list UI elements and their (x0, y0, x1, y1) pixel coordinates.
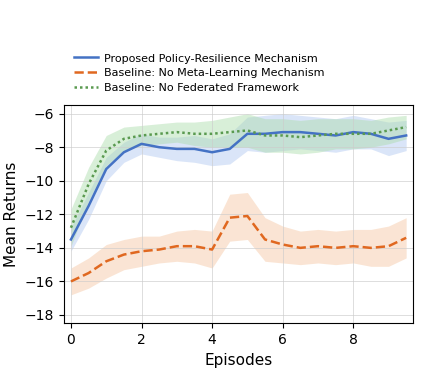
Proposed Policy-Resilience Mechanism (368, 132, 374, 136)
Baseline: No Meta-Learning Mechanism: (3.5, -13.9): No Meta-Learning Mechanism: (3.5, -13.9) (192, 244, 197, 249)
Baseline: No Meta-Learning Mechanism: (0, -16): No Meta-Learning Mechanism: (0, -16) (69, 279, 74, 284)
Proposed Policy-Resilience Mechanism (298, 130, 303, 134)
Proposed Policy-Resilience Mechanism (139, 142, 144, 146)
Baseline: No Federated Framework: (2.5, -7.2): No Federated Framework: (2.5, -7.2) (157, 132, 162, 136)
Legend: Proposed Policy-Resilience Mechanism, Baseline: No Meta-Learning Mechanism, Base: Proposed Policy-Resilience Mechanism, Ba… (69, 49, 329, 97)
Baseline: No Meta-Learning Mechanism: (9.5, -13.4): No Meta-Learning Mechanism: (9.5, -13.4) (403, 235, 409, 240)
Proposed Policy-Resilience Mechanism (227, 147, 232, 151)
Baseline: No Meta-Learning Mechanism: (6, -13.8): No Meta-Learning Mechanism: (6, -13.8) (280, 242, 285, 247)
Line: Proposed Policy-Resilience Mechanism: Proposed Policy-Resilience Mechanism (71, 132, 406, 240)
Baseline: No Meta-Learning Mechanism: (2, -14.2): No Meta-Learning Mechanism: (2, -14.2) (139, 249, 144, 253)
Proposed Policy-Resilience Mechanism (174, 147, 179, 151)
Proposed Policy-Resilience Mechanism (333, 133, 338, 138)
Baseline: No Federated Framework: (2, -7.3): No Federated Framework: (2, -7.3) (139, 133, 144, 138)
Baseline: No Meta-Learning Mechanism: (3, -13.9): No Meta-Learning Mechanism: (3, -13.9) (174, 244, 179, 249)
Baseline: No Meta-Learning Mechanism: (1, -14.8): No Meta-Learning Mechanism: (1, -14.8) (104, 259, 109, 264)
Baseline: No Federated Framework: (1, -8.2): No Federated Framework: (1, -8.2) (104, 148, 109, 153)
Baseline: No Federated Framework: (8, -7.2): No Federated Framework: (8, -7.2) (351, 132, 356, 136)
Line: Baseline: No Meta-Learning Mechanism: Baseline: No Meta-Learning Mechanism (71, 216, 406, 281)
Line: Baseline: No Federated Framework: Baseline: No Federated Framework (71, 127, 406, 228)
Baseline: No Meta-Learning Mechanism: (5, -12.1): No Meta-Learning Mechanism: (5, -12.1) (245, 214, 250, 218)
Baseline: No Federated Framework: (8.5, -7.2): No Federated Framework: (8.5, -7.2) (368, 132, 374, 136)
Proposed Policy-Resilience Mechanism (280, 130, 285, 134)
Baseline: No Federated Framework: (1.5, -7.5): No Federated Framework: (1.5, -7.5) (121, 136, 127, 141)
Proposed Policy-Resilience Mechanism (315, 132, 320, 136)
Baseline: No Federated Framework: (5, -7): No Federated Framework: (5, -7) (245, 128, 250, 133)
Baseline: No Meta-Learning Mechanism: (0.5, -15.5): No Meta-Learning Mechanism: (0.5, -15.5) (86, 271, 91, 275)
Baseline: No Meta-Learning Mechanism: (2.5, -14.1): No Meta-Learning Mechanism: (2.5, -14.1) (157, 247, 162, 252)
Baseline: No Meta-Learning Mechanism: (8, -13.9): No Meta-Learning Mechanism: (8, -13.9) (351, 244, 356, 249)
Baseline: No Federated Framework: (0, -12.8): No Federated Framework: (0, -12.8) (69, 226, 74, 230)
Proposed Policy-Resilience Mechanism (69, 237, 74, 242)
Baseline: No Federated Framework: (9, -7): No Federated Framework: (9, -7) (386, 128, 391, 133)
Baseline: No Meta-Learning Mechanism: (7.5, -14): No Meta-Learning Mechanism: (7.5, -14) (333, 246, 338, 250)
Baseline: No Meta-Learning Mechanism: (6.5, -14): No Meta-Learning Mechanism: (6.5, -14) (298, 246, 303, 250)
Baseline: No Federated Framework: (7.5, -7.2): No Federated Framework: (7.5, -7.2) (333, 132, 338, 136)
Baseline: No Federated Framework: (0.5, -10.2): No Federated Framework: (0.5, -10.2) (86, 182, 91, 186)
Baseline: No Federated Framework: (3.5, -7.2): No Federated Framework: (3.5, -7.2) (192, 132, 197, 136)
Proposed Policy-Resilience Mechanism (192, 147, 197, 151)
Baseline: No Federated Framework: (5.5, -7.3): No Federated Framework: (5.5, -7.3) (262, 133, 268, 138)
Proposed Policy-Resilience Mechanism (210, 150, 215, 155)
Proposed Policy-Resilience Mechanism (104, 167, 109, 171)
X-axis label: Episodes: Episodes (204, 353, 273, 368)
Proposed Policy-Resilience Mechanism (86, 204, 91, 208)
Baseline: No Federated Framework: (9.5, -6.8): No Federated Framework: (9.5, -6.8) (403, 125, 409, 129)
Proposed Policy-Resilience Mechanism (403, 133, 409, 138)
Baseline: No Meta-Learning Mechanism: (4.5, -12.2): No Meta-Learning Mechanism: (4.5, -12.2) (227, 215, 232, 220)
Baseline: No Meta-Learning Mechanism: (9, -13.9): No Meta-Learning Mechanism: (9, -13.9) (386, 244, 391, 249)
Baseline: No Federated Framework: (4, -7.2): No Federated Framework: (4, -7.2) (210, 132, 215, 136)
Baseline: No Federated Framework: (6, -7.3): No Federated Framework: (6, -7.3) (280, 133, 285, 138)
Baseline: No Federated Framework: (3, -7.1): No Federated Framework: (3, -7.1) (174, 130, 179, 134)
Baseline: No Meta-Learning Mechanism: (5.5, -13.5): No Meta-Learning Mechanism: (5.5, -13.5) (262, 237, 268, 242)
Baseline: No Meta-Learning Mechanism: (4, -14.1): No Meta-Learning Mechanism: (4, -14.1) (210, 247, 215, 252)
Proposed Policy-Resilience Mechanism (386, 136, 391, 141)
Baseline: No Meta-Learning Mechanism: (1.5, -14.4): No Meta-Learning Mechanism: (1.5, -14.4) (121, 252, 127, 257)
Proposed Policy-Resilience Mechanism (262, 132, 268, 136)
Y-axis label: Mean Returns: Mean Returns (4, 162, 19, 267)
Proposed Policy-Resilience Mechanism (157, 145, 162, 150)
Proposed Policy-Resilience Mechanism (121, 150, 127, 155)
Proposed Policy-Resilience Mechanism (351, 130, 356, 134)
Baseline: No Meta-Learning Mechanism: (8.5, -14): No Meta-Learning Mechanism: (8.5, -14) (368, 246, 374, 250)
Baseline: No Federated Framework: (7, -7.3): No Federated Framework: (7, -7.3) (315, 133, 320, 138)
Baseline: No Meta-Learning Mechanism: (7, -13.9): No Meta-Learning Mechanism: (7, -13.9) (315, 244, 320, 249)
Proposed Policy-Resilience Mechanism (245, 132, 250, 136)
Baseline: No Federated Framework: (6.5, -7.4): No Federated Framework: (6.5, -7.4) (298, 135, 303, 139)
Baseline: No Federated Framework: (4.5, -7.1): No Federated Framework: (4.5, -7.1) (227, 130, 232, 134)
